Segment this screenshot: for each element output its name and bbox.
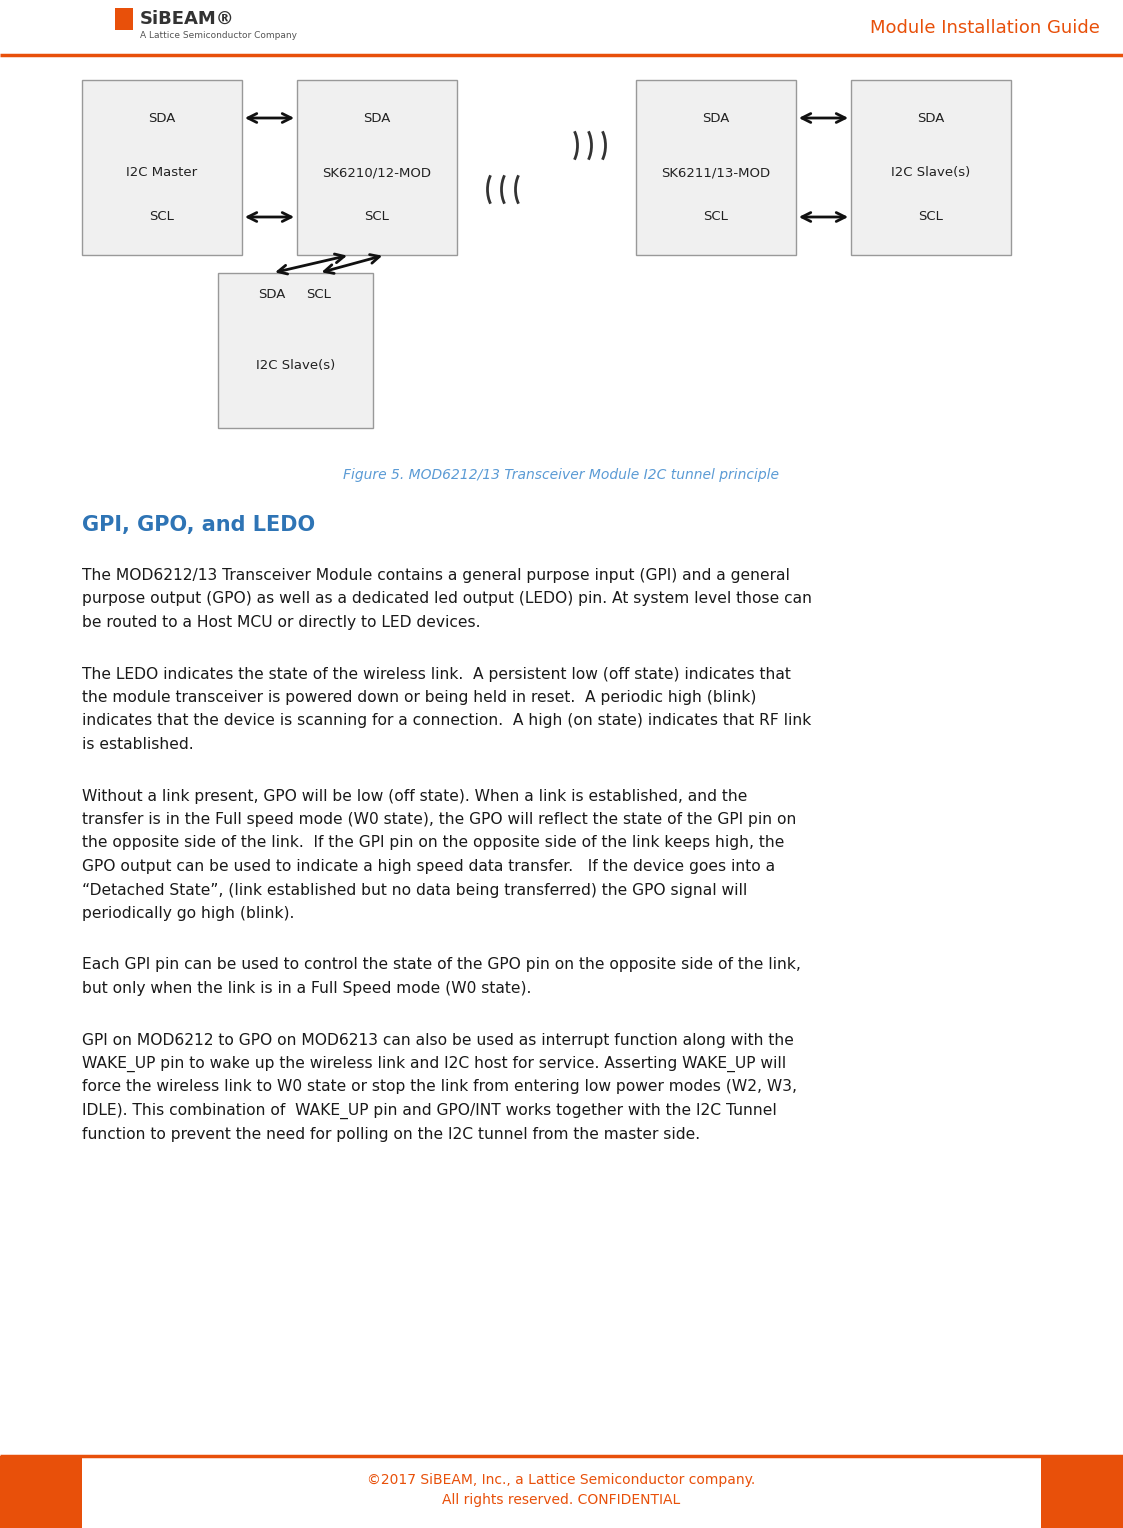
Text: Each GPI pin can be used to control the state of the GPO pin on the opposite sid: Each GPI pin can be used to control the … <box>82 958 801 972</box>
Bar <box>851 79 1011 255</box>
Text: ©2017 SiBEAM, Inc., a Lattice Semiconductor company.: ©2017 SiBEAM, Inc., a Lattice Semiconduc… <box>367 1473 755 1487</box>
Text: All rights reserved. CONFIDENTIAL: All rights reserved. CONFIDENTIAL <box>441 1493 681 1507</box>
Text: SDA: SDA <box>364 112 391 124</box>
Text: indicates that the device is scanning for a connection.  A high (on state) indic: indicates that the device is scanning fo… <box>82 714 811 729</box>
Bar <box>115 8 133 31</box>
Text: Figure 5. MOD6212/13 Transceiver Module I2C tunnel principle: Figure 5. MOD6212/13 Transceiver Module … <box>343 468 779 481</box>
Text: The LEDO indicates the state of the wireless link.  A persistent low (off state): The LEDO indicates the state of the wire… <box>82 666 791 681</box>
Text: IDLE). This combination of  WAKE_UP pin and GPO/INT works together with the I2C : IDLE). This combination of WAKE_UP pin a… <box>82 1103 777 1118</box>
Text: 7: 7 <box>40 1485 49 1499</box>
Text: The MOD6212/13 Transceiver Module contains a general purpose input (GPI) and a g: The MOD6212/13 Transceiver Module contai… <box>82 568 789 584</box>
Bar <box>218 274 373 428</box>
Text: SDA: SDA <box>702 112 730 124</box>
Text: SCL: SCL <box>365 211 390 223</box>
Text: SiBEAM®: SiBEAM® <box>140 11 235 28</box>
Text: GPI, GPO, and LEDO: GPI, GPO, and LEDO <box>82 515 316 535</box>
Text: the opposite side of the link.  If the GPI pin on the opposite side of the link : the opposite side of the link. If the GP… <box>82 836 784 851</box>
Bar <box>0 1456 82 1528</box>
Text: SDA: SDA <box>258 289 286 301</box>
Text: transfer is in the Full speed mode (W0 state), the GPO will reflect the state of: transfer is in the Full speed mode (W0 s… <box>82 811 796 827</box>
Text: but only when the link is in a Full Speed mode (W0 state).: but only when the link is in a Full Spee… <box>82 981 531 996</box>
Text: SCL: SCL <box>704 211 729 223</box>
Text: Module Installation Guide: Module Installation Guide <box>870 18 1101 37</box>
Text: GPO output can be used to indicate a high speed data transfer.   If the device g: GPO output can be used to indicate a hig… <box>82 859 775 874</box>
Text: force the wireless link to W0 state or stop the link from entering low power mod: force the wireless link to W0 state or s… <box>82 1079 797 1094</box>
Text: SCL: SCL <box>919 211 943 223</box>
Text: I2C Slave(s): I2C Slave(s) <box>256 359 335 373</box>
Bar <box>296 79 457 255</box>
Text: A Lattice Semiconductor Company: A Lattice Semiconductor Company <box>140 32 296 41</box>
Text: SDA: SDA <box>148 112 175 124</box>
Text: SK6211/13-MOD: SK6211/13-MOD <box>661 167 770 179</box>
Text: SK6210/12-MOD: SK6210/12-MOD <box>322 167 431 179</box>
Text: SDA: SDA <box>917 112 944 124</box>
Text: SCL: SCL <box>149 211 174 223</box>
Text: the module transceiver is powered down or being held in reset.  A periodic high : the module transceiver is powered down o… <box>82 691 757 704</box>
Text: “Detached State”, (link established but no data being transferred) the GPO signa: “Detached State”, (link established but … <box>82 883 747 897</box>
Text: function to prevent the need for polling on the I2C tunnel from the master side.: function to prevent the need for polling… <box>82 1126 700 1141</box>
Text: SCL: SCL <box>307 289 331 301</box>
Text: GPI on MOD6212 to GPO on MOD6213 can also be used as interrupt function along wi: GPI on MOD6212 to GPO on MOD6213 can als… <box>82 1033 794 1048</box>
Text: I2C Master: I2C Master <box>127 167 198 179</box>
Text: purpose output (GPO) as well as a dedicated led output (LEDO) pin. At system lev: purpose output (GPO) as well as a dedica… <box>82 591 812 607</box>
Text: WAKE_UP pin to wake up the wireless link and I2C host for service. Asserting WAK: WAKE_UP pin to wake up the wireless link… <box>82 1056 786 1073</box>
Text: periodically go high (blink).: periodically go high (blink). <box>82 906 294 921</box>
Text: Without a link present, GPO will be low (off state). When a link is established,: Without a link present, GPO will be low … <box>82 788 748 804</box>
Bar <box>82 79 241 255</box>
Text: I2C Slave(s): I2C Slave(s) <box>892 167 970 179</box>
Text: is established.: is established. <box>82 736 193 752</box>
Text: be routed to a Host MCU or directly to LED devices.: be routed to a Host MCU or directly to L… <box>82 614 481 630</box>
Bar <box>1041 1456 1123 1528</box>
Bar <box>636 79 796 255</box>
